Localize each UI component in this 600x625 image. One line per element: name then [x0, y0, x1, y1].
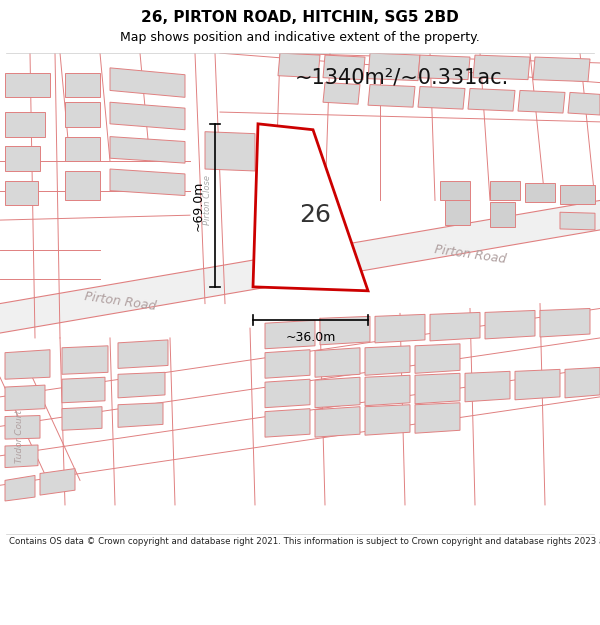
Text: Map shows position and indicative extent of the property.: Map shows position and indicative extent…: [120, 31, 480, 44]
Text: Pirton Road: Pirton Road: [433, 243, 506, 266]
Polygon shape: [418, 86, 465, 109]
Polygon shape: [473, 55, 530, 79]
Polygon shape: [110, 137, 185, 163]
Polygon shape: [5, 385, 45, 411]
Polygon shape: [490, 181, 520, 201]
Polygon shape: [525, 182, 555, 203]
Polygon shape: [65, 102, 100, 127]
Polygon shape: [5, 181, 38, 206]
Polygon shape: [560, 213, 595, 230]
Polygon shape: [375, 314, 425, 343]
Polygon shape: [62, 378, 105, 402]
Polygon shape: [5, 350, 50, 379]
Polygon shape: [323, 82, 360, 104]
Text: Pirton Road: Pirton Road: [83, 290, 157, 313]
Polygon shape: [5, 445, 38, 468]
Polygon shape: [415, 402, 460, 433]
Polygon shape: [62, 346, 108, 374]
Polygon shape: [5, 146, 40, 171]
Polygon shape: [540, 309, 590, 337]
Polygon shape: [118, 372, 165, 398]
Polygon shape: [368, 84, 415, 107]
Text: 26, PIRTON ROAD, HITCHIN, SG5 2BD: 26, PIRTON ROAD, HITCHIN, SG5 2BD: [141, 9, 459, 24]
Polygon shape: [418, 55, 470, 79]
Polygon shape: [490, 202, 515, 227]
Polygon shape: [65, 72, 100, 98]
Polygon shape: [515, 369, 560, 400]
Polygon shape: [440, 181, 470, 201]
Polygon shape: [62, 407, 102, 430]
Text: Contains OS data © Crown copyright and database right 2021. This information is : Contains OS data © Crown copyright and d…: [9, 537, 600, 546]
Polygon shape: [465, 371, 510, 402]
Text: ~69.0m: ~69.0m: [192, 180, 205, 231]
Polygon shape: [533, 57, 590, 82]
Polygon shape: [485, 311, 535, 339]
Polygon shape: [445, 201, 470, 225]
Polygon shape: [265, 409, 310, 437]
Polygon shape: [320, 316, 370, 345]
Polygon shape: [65, 171, 100, 201]
Polygon shape: [118, 402, 163, 428]
Polygon shape: [5, 416, 40, 439]
Polygon shape: [365, 346, 410, 375]
Polygon shape: [265, 379, 310, 408]
Polygon shape: [65, 137, 100, 161]
Polygon shape: [430, 312, 480, 341]
Text: Tudor Court: Tudor Court: [16, 409, 25, 462]
Polygon shape: [565, 368, 600, 398]
Polygon shape: [118, 340, 168, 368]
Polygon shape: [40, 469, 75, 495]
Polygon shape: [205, 132, 255, 171]
Polygon shape: [323, 55, 365, 79]
Polygon shape: [368, 53, 420, 81]
Polygon shape: [265, 350, 310, 378]
Polygon shape: [315, 378, 360, 408]
Polygon shape: [110, 68, 185, 98]
Polygon shape: [0, 201, 600, 333]
Polygon shape: [110, 169, 185, 196]
Polygon shape: [278, 53, 320, 78]
Text: 26: 26: [299, 203, 331, 227]
Polygon shape: [415, 344, 460, 373]
Polygon shape: [110, 102, 185, 130]
Polygon shape: [5, 112, 45, 137]
Polygon shape: [415, 373, 460, 404]
Text: ~1340m²/~0.331ac.: ~1340m²/~0.331ac.: [295, 68, 509, 88]
Polygon shape: [365, 375, 410, 406]
Polygon shape: [5, 72, 50, 98]
Polygon shape: [253, 124, 368, 291]
Polygon shape: [560, 185, 595, 204]
Polygon shape: [468, 89, 515, 111]
Polygon shape: [315, 407, 360, 437]
Polygon shape: [518, 91, 565, 113]
Text: ~36.0m: ~36.0m: [286, 331, 335, 344]
Polygon shape: [5, 476, 35, 501]
Polygon shape: [365, 405, 410, 435]
Polygon shape: [265, 320, 315, 349]
Polygon shape: [568, 92, 600, 115]
Polygon shape: [315, 348, 360, 378]
Text: Pirton Close: Pirton Close: [203, 176, 212, 226]
